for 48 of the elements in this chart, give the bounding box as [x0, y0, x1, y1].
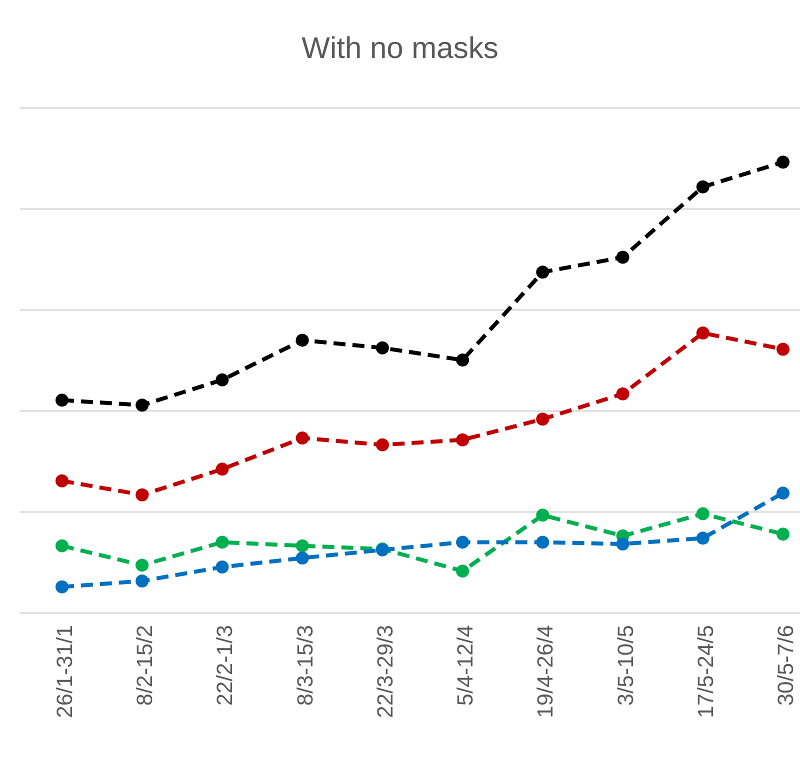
point	[56, 474, 68, 488]
x-tick-label: 17/5-24/5	[692, 625, 718, 718]
point	[216, 536, 229, 549]
point	[56, 580, 68, 594]
point	[216, 373, 229, 386]
x-tick-label: 8/3-15/3	[292, 625, 318, 706]
point	[536, 412, 550, 426]
point	[376, 438, 389, 452]
point	[776, 486, 790, 500]
point	[56, 539, 68, 552]
point	[536, 508, 550, 522]
point	[456, 536, 470, 549]
point	[296, 551, 309, 564]
point	[616, 387, 630, 400]
point	[616, 250, 630, 264]
point	[616, 538, 630, 551]
point	[56, 394, 68, 407]
chart-title: With no masks	[302, 32, 498, 65]
x-tick-label: 22/3-29/3	[372, 625, 398, 718]
point	[536, 266, 550, 279]
point	[696, 532, 710, 545]
point	[456, 354, 470, 367]
point	[136, 398, 149, 412]
point	[696, 326, 710, 340]
point	[776, 156, 790, 169]
point	[376, 341, 389, 354]
point	[216, 462, 229, 476]
x-tick-label: 30/5-7/6	[773, 625, 798, 706]
point	[776, 342, 790, 356]
point	[296, 539, 309, 552]
point	[216, 560, 229, 574]
x-tick-label: 26/1-31/1	[52, 625, 77, 718]
x-tick-label: 19/4-26/4	[532, 625, 558, 718]
point	[296, 432, 309, 445]
point	[456, 564, 470, 578]
x-tick-label: 3/5-10/5	[612, 625, 638, 706]
x-tick-label: 8/2-15/2	[132, 625, 158, 706]
point	[696, 507, 710, 520]
point	[776, 528, 790, 541]
point	[456, 433, 470, 446]
x-tick-label: 22/2-1/3	[212, 625, 238, 706]
point	[296, 334, 309, 347]
point	[136, 558, 149, 572]
point	[136, 488, 149, 502]
point	[696, 180, 710, 194]
x-tick-label: 5/4-12/4	[452, 625, 478, 706]
point	[136, 574, 149, 588]
point	[536, 536, 550, 549]
